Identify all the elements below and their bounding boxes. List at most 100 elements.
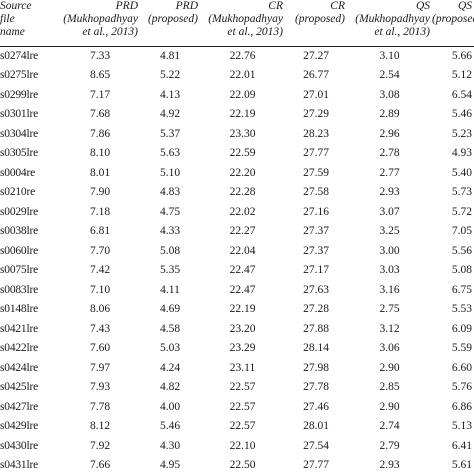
cell-prd-mukhopadhyay: 7.78	[60, 397, 140, 417]
cell-cr-proposed: 27.37	[285, 222, 347, 242]
cell-cr-mukhopadhyay: 23.11	[200, 358, 285, 378]
cell-prd-proposed: 5.46	[140, 417, 200, 437]
cell-cr-mukhopadhyay: 22.10	[200, 436, 285, 456]
cell-prd-mukhopadhyay: 7.92	[60, 436, 140, 456]
cell-cr-mukhopadhyay: 22.47	[200, 280, 285, 300]
cell-cr-proposed: 27.46	[285, 397, 347, 417]
cell-prd-proposed: 5.22	[140, 66, 200, 86]
cell-prd-proposed: 5.63	[140, 144, 200, 164]
cell-prd-proposed: 4.69	[140, 300, 200, 320]
cell-qs-proposed: 7.05	[432, 222, 474, 242]
cell-cr-proposed: 27.29	[285, 105, 347, 125]
cell-prd-proposed: 4.92	[140, 105, 200, 125]
cell-prd-proposed: 4.81	[140, 46, 200, 66]
cell-prd-proposed: 4.00	[140, 397, 200, 417]
cell-prd-mukhopadhyay: 7.97	[60, 358, 140, 378]
cell-qs-proposed: 5.73	[432, 183, 474, 203]
cell-qs-mukhopadhyay: 2.79	[347, 436, 432, 456]
cell-cr-mukhopadhyay: 22.01	[200, 66, 285, 86]
cell-qs-proposed: 5.61	[432, 456, 474, 475]
cell-prd-mukhopadhyay: 7.90	[60, 183, 140, 203]
cell-qs-mukhopadhyay: 2.90	[347, 397, 432, 417]
cell-qs-proposed: 5.40	[432, 163, 474, 183]
cell-cr-mukhopadhyay: 22.04	[200, 241, 285, 261]
cell-source-file-name: s0299lre	[0, 85, 60, 105]
cell-prd-mukhopadhyay: 7.68	[60, 105, 140, 125]
cell-qs-mukhopadhyay: 3.25	[347, 222, 432, 242]
cell-cr-proposed: 28.14	[285, 339, 347, 359]
cell-prd-proposed: 5.35	[140, 261, 200, 281]
cell-cr-mukhopadhyay: 22.09	[200, 85, 285, 105]
cell-prd-mukhopadhyay: 8.12	[60, 417, 140, 437]
cell-source-file-name: s0148lre	[0, 300, 60, 320]
cell-cr-proposed: 27.27	[285, 46, 347, 66]
cell-prd-mukhopadhyay: 6.81	[60, 222, 140, 242]
cell-source-file-name: s0301lre	[0, 105, 60, 125]
header-cr-mukhopadhyay: CR (Mukhopadhyay et al., 2013)	[200, 0, 285, 46]
cell-qs-mukhopadhyay: 2.96	[347, 124, 432, 144]
cell-qs-proposed: 5.53	[432, 300, 474, 320]
cell-qs-mukhopadhyay: 3.06	[347, 339, 432, 359]
cell-qs-mukhopadhyay: 3.00	[347, 241, 432, 261]
cell-qs-proposed: 5.56	[432, 241, 474, 261]
cell-cr-mukhopadhyay: 22.57	[200, 417, 285, 437]
cell-qs-mukhopadhyay: 3.08	[347, 85, 432, 105]
cell-qs-proposed: 6.86	[432, 397, 474, 417]
cell-qs-proposed: 5.76	[432, 378, 474, 398]
cell-prd-mukhopadhyay: 7.66	[60, 456, 140, 475]
cell-qs-proposed: 6.54	[432, 85, 474, 105]
cell-source-file-name: s0075lre	[0, 261, 60, 281]
cell-source-file-name: s0431lre	[0, 456, 60, 475]
cell-cr-mukhopadhyay: 22.27	[200, 222, 285, 242]
cell-prd-mukhopadhyay: 7.10	[60, 280, 140, 300]
cell-source-file-name: s0421lre	[0, 319, 60, 339]
cell-prd-mukhopadhyay: 7.43	[60, 319, 140, 339]
cell-qs-proposed: 5.13	[432, 417, 474, 437]
header-row: Source file name PRD (Mukhopadhyay et al…	[0, 0, 474, 46]
cell-cr-mukhopadhyay: 22.02	[200, 202, 285, 222]
cell-prd-proposed: 4.82	[140, 378, 200, 398]
cell-prd-proposed: 4.24	[140, 358, 200, 378]
cell-qs-mukhopadhyay: 2.54	[347, 66, 432, 86]
cell-source-file-name: s0029lre	[0, 202, 60, 222]
cell-cr-mukhopadhyay: 22.47	[200, 261, 285, 281]
cell-qs-proposed: 5.23	[432, 124, 474, 144]
cell-qs-mukhopadhyay: 3.12	[347, 319, 432, 339]
cell-source-file-name: s0427lre	[0, 397, 60, 417]
cell-source-file-name: s0274lre	[0, 46, 60, 66]
cell-cr-proposed: 27.77	[285, 144, 347, 164]
cell-prd-proposed: 5.10	[140, 163, 200, 183]
cell-source-file-name: s0275lre	[0, 66, 60, 86]
cell-cr-mukhopadhyay: 23.29	[200, 339, 285, 359]
cell-cr-proposed: 27.16	[285, 202, 347, 222]
cell-prd-mukhopadhyay: 7.33	[60, 46, 140, 66]
cell-qs-mukhopadhyay: 2.90	[347, 358, 432, 378]
cell-prd-proposed: 5.08	[140, 241, 200, 261]
cell-cr-proposed: 27.88	[285, 319, 347, 339]
cell-cr-mukhopadhyay: 22.76	[200, 46, 285, 66]
cell-prd-proposed: 4.95	[140, 456, 200, 475]
comparison-table-container: Source file name PRD (Mukhopadhyay et al…	[0, 0, 474, 451]
cell-cr-mukhopadhyay: 22.57	[200, 378, 285, 398]
cell-qs-mukhopadhyay: 2.77	[347, 163, 432, 183]
cell-source-file-name: s0424lre	[0, 358, 60, 378]
cell-qs-mukhopadhyay: 2.78	[347, 144, 432, 164]
cell-cr-proposed: 27.54	[285, 436, 347, 456]
cell-source-file-name: s0305lre	[0, 144, 60, 164]
cell-cr-proposed: 27.01	[285, 85, 347, 105]
cell-qs-mukhopadhyay: 3.16	[347, 280, 432, 300]
cell-prd-proposed: 4.11	[140, 280, 200, 300]
cell-cr-proposed: 27.59	[285, 163, 347, 183]
